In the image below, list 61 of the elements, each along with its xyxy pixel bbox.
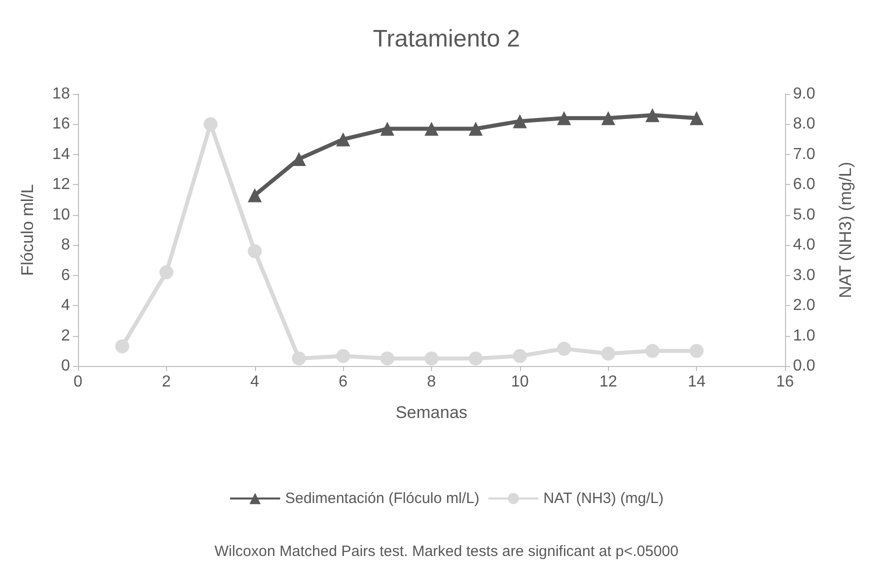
point bbox=[690, 111, 704, 126]
point bbox=[292, 351, 306, 366]
legend-label: Sedimentación (Flóculo ml/L) bbox=[285, 490, 480, 507]
chart-title: Tratamiento 2 bbox=[372, 26, 520, 52]
point bbox=[512, 349, 527, 364]
point bbox=[601, 346, 616, 361]
y-tick-label: 4 bbox=[61, 297, 70, 314]
point bbox=[248, 188, 262, 202]
x-tick-label: 10 bbox=[510, 374, 529, 390]
y2-tick-label: 3.0 bbox=[793, 266, 816, 284]
y-tick-label: 14 bbox=[52, 146, 70, 163]
y2-tick-label: 7.0 bbox=[793, 146, 816, 163]
point bbox=[248, 244, 262, 258]
y2-tick-label: 6.0 bbox=[793, 176, 816, 194]
y-tick-label: 8 bbox=[61, 236, 70, 254]
x-tick-label: 2 bbox=[162, 374, 171, 390]
point bbox=[159, 265, 174, 280]
y-tick-label: 18 bbox=[52, 86, 70, 102]
y-tick-label: 10 bbox=[52, 206, 70, 224]
point bbox=[424, 122, 438, 136]
point bbox=[690, 344, 704, 358]
y2-axis-title: NAT (NH3) (mg/L) bbox=[836, 162, 855, 298]
x-tick-label: 0 bbox=[74, 374, 83, 390]
point bbox=[292, 152, 306, 166]
y-tick-label: 0 bbox=[61, 358, 70, 374]
y-tick-label: 16 bbox=[52, 116, 70, 133]
point bbox=[204, 117, 218, 132]
x-tick-label: 14 bbox=[688, 374, 706, 390]
y2-tick-label: 5.0 bbox=[793, 206, 816, 224]
y2-tick-label: 2.0 bbox=[793, 297, 816, 314]
y-tick-label: 12 bbox=[52, 176, 70, 194]
point bbox=[115, 339, 130, 354]
point bbox=[380, 122, 394, 136]
y-tick-label: 2 bbox=[61, 327, 70, 344]
y2-tick-label: 1.0 bbox=[793, 327, 816, 344]
text: Wilcoxon Matched Pairs test. Marked tests are significant at p<.05000 bbox=[214, 543, 678, 560]
point bbox=[468, 122, 483, 136]
point bbox=[336, 349, 350, 364]
x-tick-label: 16 bbox=[776, 374, 794, 390]
y2-tick-label: 0.0 bbox=[793, 358, 816, 374]
point bbox=[557, 111, 572, 126]
y-tick-label: 6 bbox=[61, 266, 70, 284]
y2-tick-label: 4.0 bbox=[793, 236, 816, 254]
y-axis-title: Flóculo ml/L bbox=[18, 184, 37, 276]
y2-tick-label: 9.0 bbox=[793, 86, 816, 102]
point bbox=[645, 344, 660, 358]
x-axis-title: Semanas bbox=[396, 403, 468, 422]
point bbox=[336, 132, 350, 146]
point bbox=[468, 351, 483, 366]
x-tick-label: 8 bbox=[427, 374, 436, 390]
point bbox=[380, 351, 394, 366]
y2-tick-label: 8.0 bbox=[793, 116, 816, 133]
point bbox=[601, 111, 616, 126]
x-tick-label: 4 bbox=[250, 374, 260, 390]
x-tick-label: 6 bbox=[338, 374, 348, 390]
legend-label: NAT (NH3) (mg/L) bbox=[543, 490, 664, 507]
x-tick-label: 12 bbox=[599, 374, 618, 390]
point bbox=[557, 342, 572, 356]
point bbox=[645, 108, 660, 122]
point bbox=[424, 351, 438, 366]
point bbox=[512, 114, 527, 128]
